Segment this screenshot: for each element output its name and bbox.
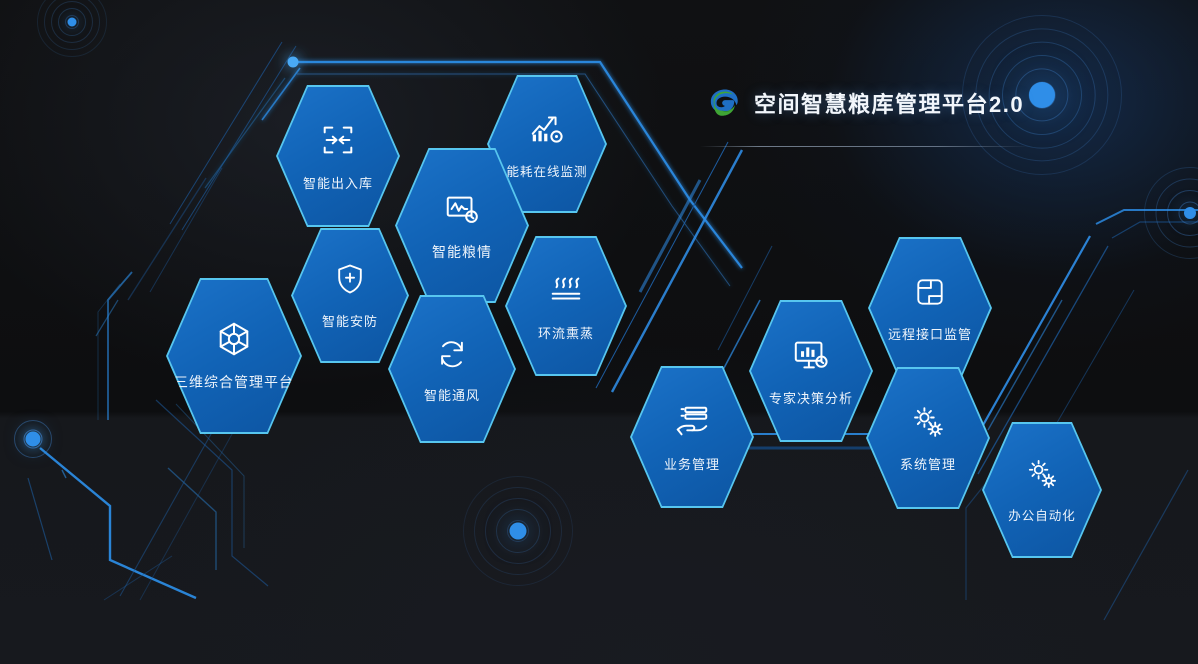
energy-chart-icon (528, 109, 566, 152)
module-hex-energy-online-monitor[interactable]: 能耗在线监测 (487, 75, 607, 213)
hex-content: 系统管理 (866, 404, 990, 473)
module-label: 三维综合管理平台 (174, 374, 294, 390)
module-hex-smart-security[interactable]: 智能安防 (291, 228, 409, 363)
module-hex-system-management[interactable]: 系统管理 (866, 367, 990, 509)
steam-lines-icon (547, 271, 585, 314)
refresh-cycle-icon (434, 335, 470, 376)
hex-content: 远程接口监管 (868, 274, 992, 343)
module-label: 智能通风 (423, 387, 480, 403)
grain-monitor-icon (443, 190, 481, 233)
module-label: 业务管理 (663, 456, 720, 472)
hand-documents-icon (673, 402, 711, 445)
module-label: 智能粮情 (432, 243, 492, 260)
hex-content: 办公自动化 (982, 457, 1102, 524)
hex-content: 三维综合管理平台 (166, 320, 302, 392)
module-hex-expert-decision[interactable]: 专家决策分析 (749, 300, 873, 442)
title-divider (700, 146, 1030, 147)
gears-small-icon (1025, 457, 1059, 496)
hex-content: 能耗在线监测 (487, 109, 607, 180)
overlapping-squares-icon (912, 274, 948, 315)
module-label: 系统管理 (899, 456, 956, 472)
module-label: 办公自动化 (1008, 508, 1076, 523)
cube-3d-icon (215, 320, 253, 363)
hex-content: 智能粮情 (395, 190, 529, 262)
monitor-bars-icon (792, 336, 830, 379)
hex-content: 智能通风 (388, 335, 516, 404)
module-hex-smart-grain-condition[interactable]: 智能粮情 (395, 148, 529, 303)
hex-content: 智能安防 (291, 261, 409, 330)
module-hex-circulation-fumigation[interactable]: 环流熏蒸 (505, 236, 627, 376)
hex-fill (751, 302, 871, 440)
module-hex-business-management[interactable]: 业务管理 (630, 366, 754, 508)
shield-plus-icon (332, 261, 368, 302)
module-label: 远程接口监管 (887, 326, 972, 342)
hex-fill (507, 238, 625, 374)
module-hex-remote-interface[interactable]: 远程接口监管 (868, 237, 992, 379)
hex-content: 专家决策分析 (749, 336, 873, 407)
module-label: 能耗在线监测 (506, 164, 588, 179)
hex-fill (870, 239, 990, 377)
page-title: 空间智慧粮库管理平台2.0 (754, 92, 1025, 117)
hex-fill (868, 369, 988, 507)
inbound-outbound-icon (319, 121, 357, 164)
hex-content: 业务管理 (630, 402, 754, 473)
module-label: 专家决策分析 (768, 390, 853, 406)
hex-fill (278, 87, 398, 225)
module-label: 智能出入库 (302, 175, 373, 191)
platform-title-bar: 空间智慧粮库管理平台2.0 (708, 86, 1024, 120)
gears-icon (910, 404, 946, 445)
module-label: 环流熏蒸 (537, 325, 594, 341)
hex-content: 智能出入库 (276, 121, 400, 192)
grain-swirl-logo-icon (710, 89, 738, 116)
module-hex-smart-inbound-outbound[interactable]: 智能出入库 (276, 85, 400, 227)
module-hex-smart-ventilation[interactable]: 智能通风 (388, 295, 516, 443)
module-hex-office-automation[interactable]: 办公自动化 (982, 422, 1102, 558)
hex-content: 环流熏蒸 (505, 271, 627, 342)
module-label: 智能安防 (321, 314, 378, 329)
hex-fill (632, 368, 752, 506)
hex-fill (168, 280, 300, 432)
module-hex-three-d-platform[interactable]: 三维综合管理平台 (166, 278, 302, 434)
